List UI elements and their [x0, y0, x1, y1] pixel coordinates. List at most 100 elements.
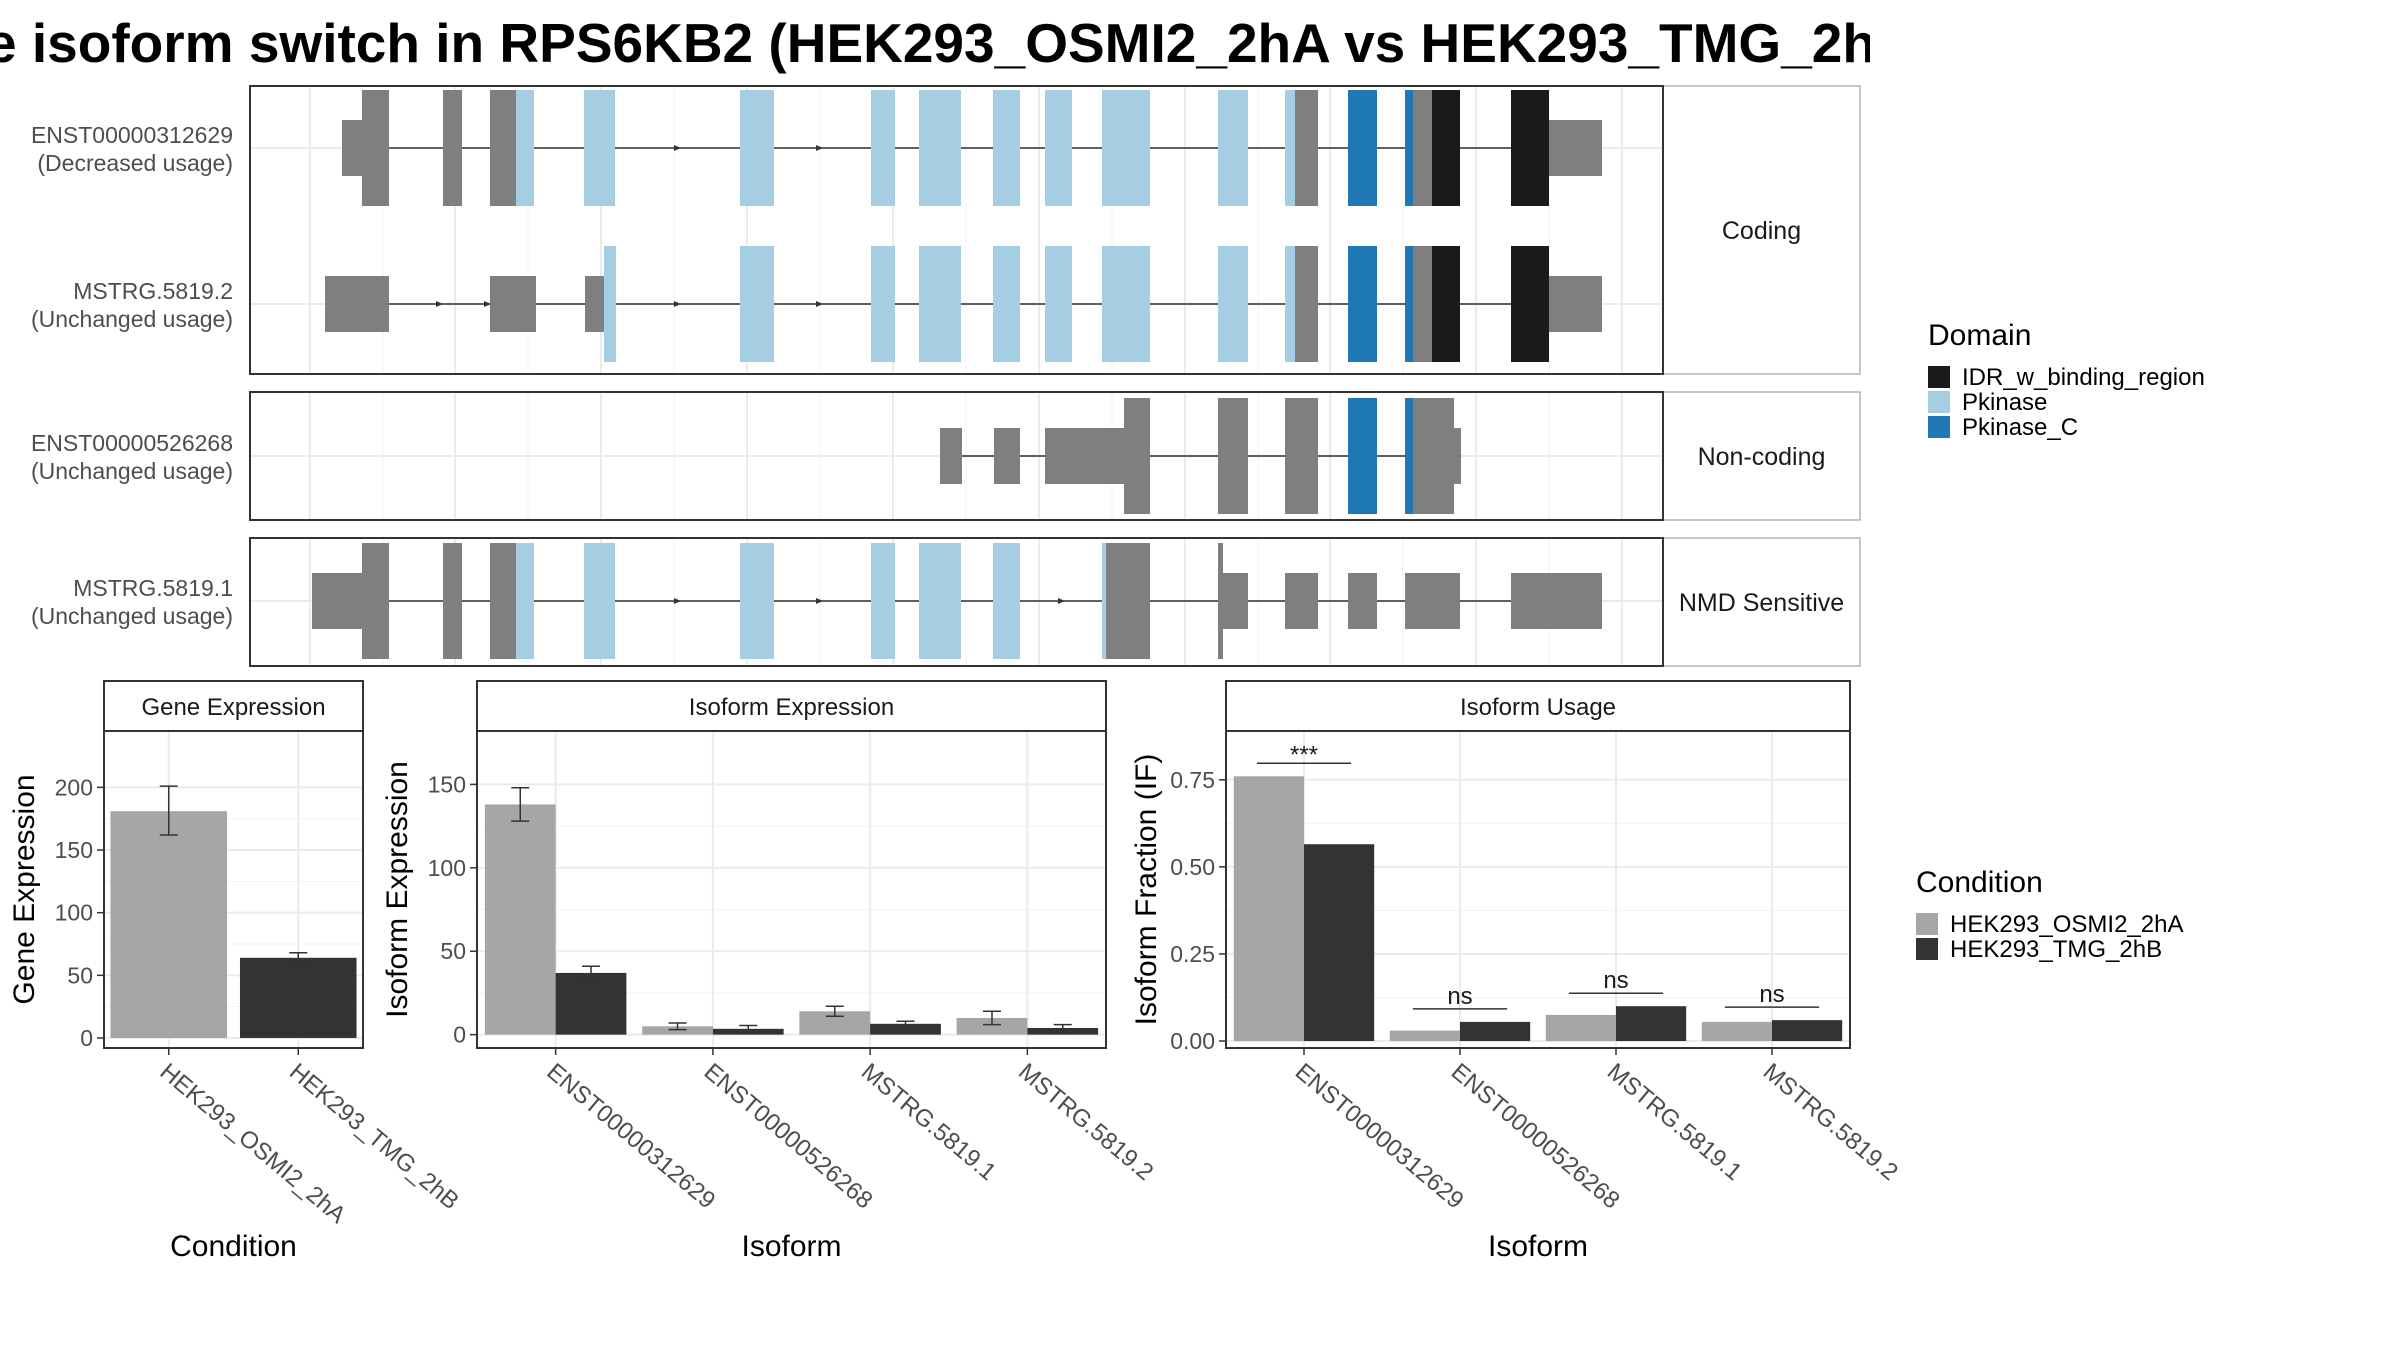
- isoform-label: MSTRG.5819.1: [73, 575, 233, 601]
- idr-binding-region: [1511, 90, 1549, 206]
- pkinase-domain: [1218, 90, 1248, 206]
- exon-block: [994, 428, 1020, 484]
- exon-block: [1413, 398, 1454, 514]
- pkinase-domain: [604, 246, 616, 362]
- pkinase-domain: [740, 246, 774, 362]
- y-tick-label: 150: [428, 771, 466, 797]
- exon-block: [490, 90, 516, 206]
- intron-arrow: [674, 598, 681, 604]
- pkinase-domain: [993, 246, 1020, 362]
- exon-block: [940, 428, 962, 484]
- exon-block: [443, 90, 462, 206]
- exon-block: [1218, 398, 1248, 514]
- pkinase-domain: [1102, 246, 1150, 362]
- pkinase-domain: [993, 543, 1020, 659]
- x-axis-label: Condition: [170, 1230, 297, 1263]
- y-axis-label: Gene Expression: [8, 774, 41, 1004]
- facet-label-0: Coding: [1722, 217, 1801, 245]
- idr-binding-region: [1511, 246, 1549, 362]
- condition-legend-key: [1916, 913, 1938, 935]
- exon-block: [1511, 573, 1602, 629]
- bar: [555, 972, 627, 1035]
- y-tick-label: 0.25: [1170, 941, 1215, 967]
- domain-legend-label: Pkinase_C: [1962, 414, 2078, 441]
- bar: [1545, 1014, 1616, 1042]
- isoform-usage-label: (Unchanged usage): [31, 603, 233, 629]
- exon-block: [585, 276, 604, 332]
- exon-block: [1549, 120, 1602, 176]
- domain-legend-label: Pkinase: [1962, 389, 2047, 416]
- exon-block: [490, 543, 516, 659]
- y-axis-label: Isoform Fraction (IF): [1130, 754, 1163, 1026]
- x-axis-label: Isoform: [1488, 1230, 1588, 1263]
- chart-title: Isoform Usage: [1460, 694, 1616, 721]
- exon-block: [1124, 398, 1150, 514]
- facet-strip: [1662, 537, 1861, 667]
- domain-legend-key: [1928, 391, 1950, 413]
- exon-block: [1295, 90, 1318, 206]
- chart-title-strip: [103, 680, 364, 732]
- pkinase-domain: [1285, 246, 1295, 362]
- chart-title-strip: [1225, 680, 1851, 732]
- pkinase-c-domain: [1405, 90, 1413, 206]
- x-tick-label: ENST00000312629: [541, 1058, 720, 1214]
- bar: [799, 1011, 871, 1035]
- pkinase-domain: [871, 543, 895, 659]
- x-tick-label: MSTRG.5819.2: [1013, 1058, 1158, 1186]
- isoform-label: ENST00000312629: [31, 122, 233, 148]
- domain-legend-key: [1928, 416, 1950, 438]
- y-tick-label: 0.50: [1170, 854, 1215, 880]
- bar: [956, 1017, 1028, 1035]
- y-tick-label: 100: [55, 900, 93, 926]
- chart-title: Gene Expression: [141, 694, 325, 721]
- x-tick-label: ENST00000526268: [1446, 1058, 1625, 1214]
- exon-block: [312, 573, 362, 629]
- exon-block: [1413, 90, 1432, 206]
- y-tick-label: 50: [67, 962, 93, 988]
- pkinase-domain: [740, 90, 774, 206]
- isoform-usage-label: (Decreased usage): [37, 150, 233, 176]
- condition-legend-key: [1916, 938, 1938, 960]
- y-tick-label: 0: [453, 1022, 466, 1048]
- condition-legend-label: HEK293_OSMI2_2hA: [1950, 911, 2183, 938]
- facet-label-2: NMD Sensitive: [1679, 589, 1844, 617]
- x-axis-label: Isoform: [741, 1230, 841, 1263]
- exon-block: [1285, 398, 1318, 514]
- pkinase-domain: [871, 90, 895, 206]
- bar: [870, 1023, 941, 1035]
- pkinase-domain: [919, 543, 961, 659]
- pkinase-domain: [516, 543, 534, 659]
- exon-block: [1405, 573, 1460, 629]
- exon-block: [1285, 573, 1318, 629]
- intron-arrow: [1058, 598, 1065, 604]
- y-tick-label: 0.00: [1170, 1028, 1215, 1054]
- pkinase-domain: [1045, 90, 1072, 206]
- intron-arrow: [674, 145, 681, 151]
- exon-block: [1223, 573, 1248, 629]
- pkinase-domain: [1102, 543, 1106, 659]
- bar: [484, 804, 556, 1035]
- x-tick-label: ENST00000526268: [699, 1058, 878, 1214]
- y-tick-label: 0.75: [1170, 767, 1215, 793]
- bar: [1233, 776, 1304, 1042]
- facet-strip: [1662, 391, 1861, 521]
- condition-legend-label: HEK293_TMG_2hB: [1950, 936, 2162, 963]
- domain-legend-label: IDR_w_binding_region: [1962, 364, 2205, 391]
- x-tick-label: MSTRG.5819.2: [1758, 1058, 1903, 1186]
- isoform-usage-label: (Unchanged usage): [31, 306, 233, 332]
- y-tick-label: 0: [80, 1025, 93, 1051]
- pkinase-c-domain: [1348, 90, 1377, 206]
- y-axis-label: Isoform Expression: [381, 761, 414, 1018]
- pkinase-domain: [740, 543, 774, 659]
- pkinase-domain: [516, 90, 534, 206]
- chart-title-strip: [476, 680, 1107, 732]
- idr-binding-region: [1432, 90, 1460, 206]
- exon-block: [490, 276, 536, 332]
- significance-label: ***: [1290, 741, 1318, 768]
- structure-panel-border: [249, 391, 1664, 521]
- significance-label: ns: [1447, 983, 1472, 1010]
- intron-arrow: [484, 301, 491, 307]
- exon-block: [362, 90, 389, 206]
- exon-block: [1106, 543, 1150, 659]
